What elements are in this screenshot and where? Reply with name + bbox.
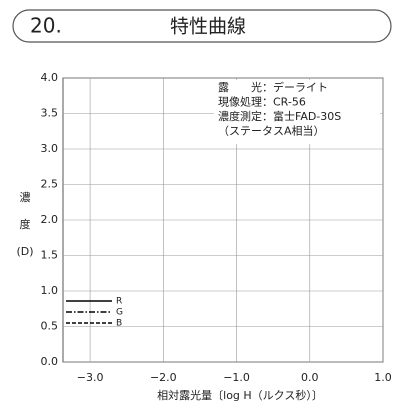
- y-tick-label: 2.0: [41, 213, 59, 226]
- y-tick-label: 0.0: [41, 355, 59, 368]
- legend-label: R: [116, 297, 122, 307]
- annotation-line: 現像処理：CR-56: [218, 96, 306, 109]
- x-tick-label: 0.0: [301, 371, 319, 384]
- section-number: 20.: [30, 14, 62, 38]
- annotation-line: 濃度測定：富士FAD-30S: [218, 109, 341, 123]
- y-tick-label: 3.5: [41, 107, 59, 120]
- header-box: [12, 9, 392, 43]
- annotation-line: 露 光：デーライト: [218, 80, 328, 94]
- y-tick-label: 1.0: [41, 284, 59, 297]
- y-axis-label: (D): [16, 245, 33, 258]
- legend-label: G: [116, 308, 123, 318]
- section-title: 特性曲線: [170, 16, 246, 38]
- annotation-line: （ステータスA相当）: [218, 124, 325, 138]
- y-tick-label: 4.0: [41, 71, 59, 84]
- annotation-box: [214, 80, 380, 144]
- y-tick-label: 0.5: [41, 320, 59, 333]
- y-tick-label: 1.5: [41, 249, 59, 262]
- y-tick-label: 2.5: [41, 178, 59, 191]
- x-tick-label: 1.0: [374, 371, 392, 384]
- y-axis-label: 濃: [20, 190, 31, 204]
- legend-label: B: [116, 319, 122, 329]
- y-axis-label: 度: [20, 217, 31, 231]
- x-tick-label: −3.0: [77, 371, 104, 384]
- y-tick-label: 3.0: [41, 142, 59, 155]
- x-tick-label: −1.0: [223, 371, 250, 384]
- x-tick-label: −2.0: [150, 371, 177, 384]
- x-axis-label: 相対露光量〔log H（ルクス秒）〕: [157, 388, 323, 402]
